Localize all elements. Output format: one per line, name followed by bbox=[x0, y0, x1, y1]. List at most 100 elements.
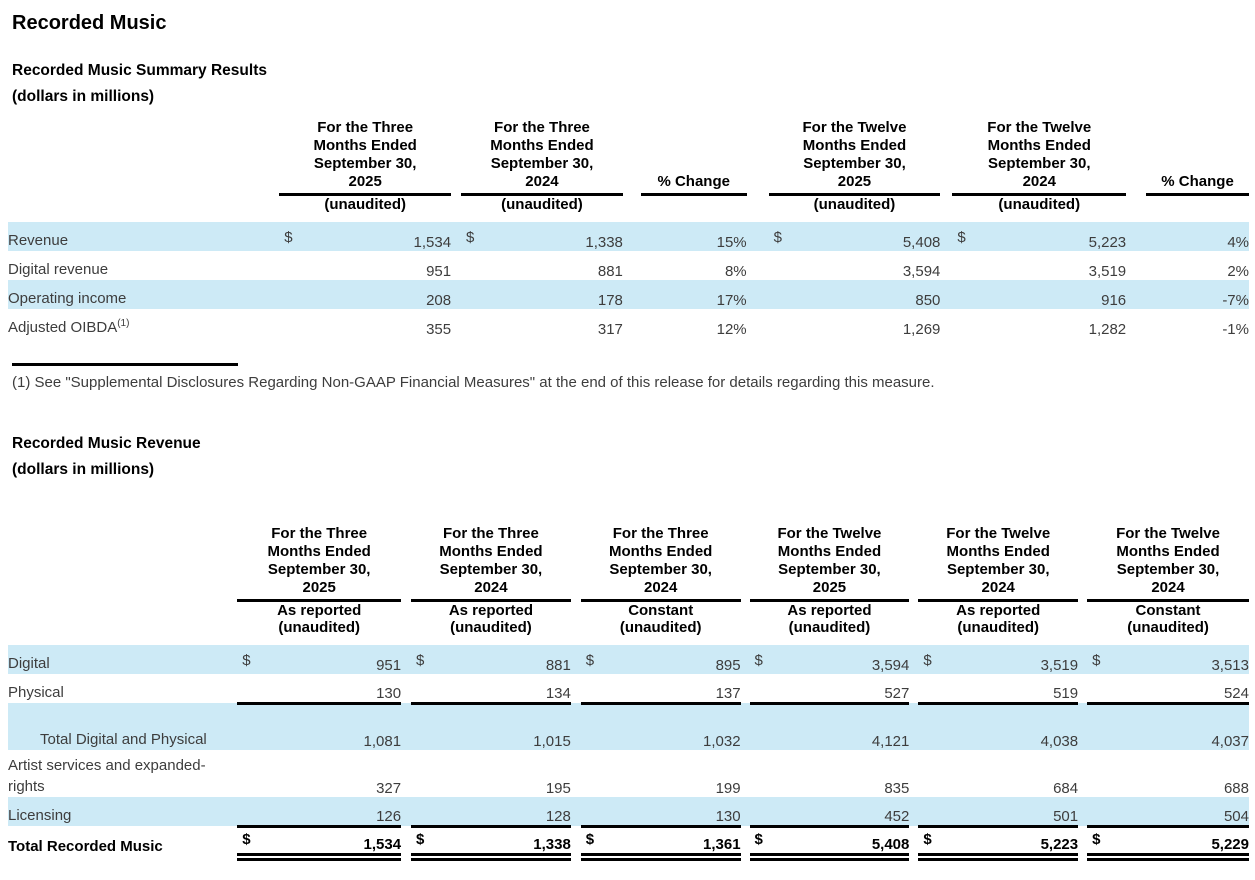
unaudited-label: (unaudited) bbox=[501, 196, 583, 213]
cell-value: 130 bbox=[715, 807, 741, 825]
header-spacer bbox=[8, 119, 279, 195]
cell-value: 195 bbox=[545, 780, 571, 797]
cell-money: 128 bbox=[411, 797, 571, 828]
basis-label: Constant bbox=[1135, 602, 1201, 619]
col-gap bbox=[570, 797, 581, 826]
col-gap bbox=[401, 674, 411, 703]
col-gap bbox=[741, 525, 750, 601]
cell-money: $5,223 bbox=[918, 826, 1079, 861]
cell-value: 327 bbox=[376, 780, 402, 797]
unaudited-label: (unaudited) bbox=[1127, 619, 1209, 636]
row-label: Total Recorded Music bbox=[8, 838, 163, 855]
cell-money: 1,269 bbox=[769, 309, 941, 338]
col-gap bbox=[1126, 309, 1146, 338]
cell-value: 951 bbox=[426, 263, 452, 280]
cell-value: 684 bbox=[1053, 780, 1079, 797]
cell-money: $5,229 bbox=[1087, 826, 1249, 861]
footnote-marker: (1) bbox=[117, 318, 130, 329]
col-gap bbox=[1078, 826, 1087, 857]
cell-value: 4,037 bbox=[1211, 733, 1249, 750]
col-gap bbox=[623, 195, 641, 214]
table-row-total-recorded-music: Total Recorded Music $1,534 $1,338 $1,36… bbox=[8, 826, 1249, 861]
column-period-label: For the Twelve Months Ended September 30… bbox=[802, 119, 907, 190]
row-label: Physical bbox=[8, 684, 64, 701]
column-period-label: For the Twelve Months Ended September 30… bbox=[777, 525, 882, 596]
unaudited-label: (unaudited) bbox=[957, 619, 1040, 636]
cell-money: $1,338 bbox=[461, 222, 623, 251]
dollar-sign: $ bbox=[923, 652, 932, 669]
basis-label: As reported bbox=[277, 602, 362, 619]
unaudited-label: (unaudited) bbox=[278, 619, 361, 636]
cell-value: 527 bbox=[884, 684, 910, 702]
basis-label: As reported bbox=[787, 602, 872, 619]
col-gap bbox=[1126, 222, 1147, 251]
col-gap bbox=[1126, 251, 1146, 280]
col-gap bbox=[741, 750, 750, 797]
cell-value: 4,038 bbox=[1040, 733, 1079, 750]
column-period-label: For the Three Months Ended September 30,… bbox=[609, 525, 713, 596]
cell-money: $3,513 bbox=[1087, 645, 1249, 674]
revenue-col-header-1: For the Three Months Ended September 30,… bbox=[237, 525, 402, 602]
cell-money: 850 bbox=[768, 280, 941, 309]
col-gap bbox=[741, 619, 750, 636]
basis-label: Constant bbox=[628, 602, 694, 619]
col-gap bbox=[940, 222, 953, 251]
col-gap bbox=[909, 703, 919, 750]
cell-percent: 4% bbox=[1146, 222, 1249, 251]
cell-money: 524 bbox=[1087, 674, 1249, 705]
table-row-digital-revenue: Digital revenue 951 881 8% 3,594 3,519 2… bbox=[8, 251, 1249, 280]
cell-money: $1,534 bbox=[237, 826, 402, 861]
basis-label: As reported bbox=[956, 602, 1041, 619]
cell-money: 4,037 bbox=[1087, 703, 1249, 750]
col-gap bbox=[451, 222, 462, 251]
cell-money: 951 bbox=[279, 251, 451, 280]
col-gap bbox=[571, 619, 581, 636]
col-gap bbox=[401, 525, 411, 601]
column-period-label: % Change bbox=[657, 173, 730, 190]
cell-value: 504 bbox=[1223, 807, 1249, 825]
col-gap bbox=[740, 797, 750, 826]
cell-money: $895 bbox=[580, 645, 741, 674]
cell-percent: -7% bbox=[1146, 280, 1249, 309]
cell-money: $5,408 bbox=[749, 826, 910, 861]
col-gap bbox=[746, 280, 769, 309]
cell-money: $5,223 bbox=[952, 222, 1127, 251]
row-label: Digital revenue bbox=[8, 261, 109, 278]
summary-col-header-q-change: % Change bbox=[640, 119, 747, 196]
col-gap bbox=[909, 619, 918, 636]
cell-value: 137 bbox=[715, 684, 741, 702]
cell-value: 3,519 bbox=[1088, 263, 1127, 280]
dollar-sign: $ bbox=[585, 652, 595, 669]
row-label: Artist services and expanded-rights bbox=[8, 757, 206, 795]
col-gap bbox=[571, 674, 581, 703]
cell-value: 128 bbox=[545, 807, 571, 825]
cell-percent: 2% bbox=[1227, 263, 1249, 280]
summary-col-header-fy-2024: For the Twelve Months Ended September 30… bbox=[952, 119, 1127, 196]
col-gap bbox=[940, 280, 953, 309]
col-gap bbox=[401, 826, 411, 857]
dollar-sign: $ bbox=[466, 229, 475, 246]
dollar-sign: $ bbox=[1092, 831, 1101, 848]
col-gap bbox=[746, 222, 769, 251]
cell-value: 835 bbox=[884, 780, 910, 797]
col-gap bbox=[909, 525, 918, 601]
cell-money: 519 bbox=[918, 674, 1079, 705]
col-gap bbox=[570, 645, 581, 674]
col-gap bbox=[571, 601, 581, 620]
cell-money: 199 bbox=[581, 750, 741, 797]
col-gap bbox=[622, 222, 641, 251]
cell-value: 130 bbox=[376, 684, 402, 702]
unaudited-label: (unaudited) bbox=[619, 619, 702, 636]
col-gap bbox=[401, 750, 411, 797]
cell-money: $1,361 bbox=[580, 826, 741, 861]
cell-value: 126 bbox=[376, 807, 402, 825]
cell-value: 3,513 bbox=[1211, 657, 1249, 674]
col-gap bbox=[1126, 119, 1146, 195]
basis-label: As reported bbox=[448, 602, 534, 619]
col-gap bbox=[1126, 195, 1146, 214]
dollar-sign: $ bbox=[416, 831, 425, 848]
cell-money: 881 bbox=[461, 251, 623, 280]
table-row-revenue: Revenue $1,534 $1,338 15% $5,408 $5,223 … bbox=[8, 222, 1249, 251]
col-gap bbox=[401, 703, 412, 750]
column-period-label: For the Twelve Months Ended September 30… bbox=[946, 525, 1051, 596]
